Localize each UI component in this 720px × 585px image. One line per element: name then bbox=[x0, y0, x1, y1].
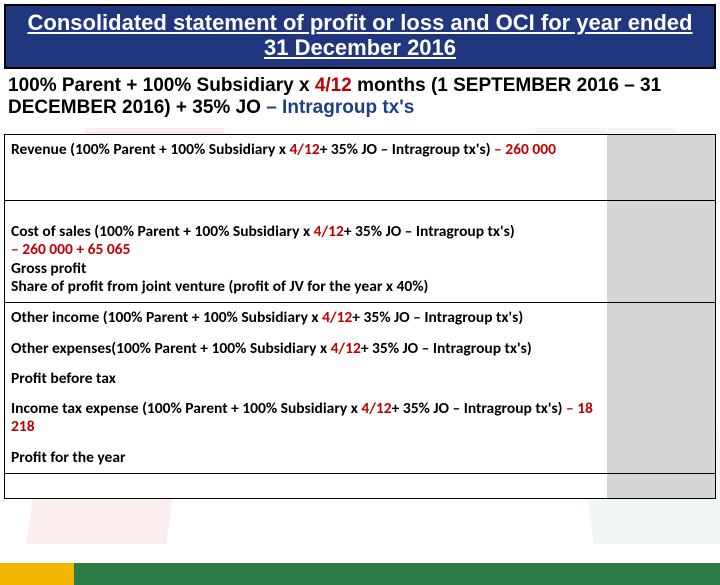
cos-value-col bbox=[607, 201, 715, 302]
revenue-val: 260 000 bbox=[505, 140, 556, 159]
empty-cell bbox=[5, 474, 607, 498]
statement-table: Revenue (100% Parent + 100% Subsidiary x… bbox=[4, 134, 716, 499]
other-income-value-col bbox=[607, 303, 715, 333]
oe-frac: 4/12 bbox=[331, 339, 361, 358]
tax-t1: Income tax expense (100% Parent + 100% S… bbox=[11, 399, 361, 418]
table-row: Other expenses(100% Parent + 100% Subsid… bbox=[5, 334, 715, 364]
table-row: Profit before tax bbox=[5, 364, 715, 394]
footer-green bbox=[74, 563, 720, 585]
oe-t1: Other expenses(100% Parent + 100% Subsid… bbox=[11, 339, 331, 358]
jv-share-line: Share of profit from joint venture (prof… bbox=[11, 278, 601, 296]
tax-value-col bbox=[607, 394, 715, 443]
tax-cell: Income tax expense (100% Parent + 100% S… bbox=[5, 394, 607, 443]
cos-block-cell: Cost of sales (100% Parent + 100% Subsid… bbox=[5, 201, 607, 302]
subheading-dash: – bbox=[266, 97, 277, 118]
oi-t2: + 35% JO – Intragroup tx's) bbox=[352, 308, 523, 327]
pbt-cell: Profit before tax bbox=[5, 364, 607, 394]
other-exp-cell: Other expenses(100% Parent + 100% Subsid… bbox=[5, 334, 607, 364]
footer-yellow bbox=[0, 563, 74, 585]
table-row bbox=[5, 474, 715, 498]
subheading-part-pre: 100% Parent + 100% Subsidiary x bbox=[8, 75, 315, 96]
table-row: Revenue (100% Parent + 100% Subsidiary x… bbox=[5, 135, 715, 201]
cos-t2: + 35% JO – Intragroup tx's) bbox=[344, 222, 515, 241]
revenue-t1: Revenue (100% Parent + 100% Subsidiary x bbox=[11, 140, 289, 159]
other-exp-value-col bbox=[607, 334, 715, 364]
cos-val: 260 000 + 65 065 bbox=[22, 240, 130, 259]
pbt-value-col bbox=[607, 364, 715, 394]
revenue-frac: 4/12 bbox=[289, 140, 319, 159]
cos-sep: – bbox=[11, 240, 22, 259]
table-row: Profit for the year bbox=[5, 443, 715, 474]
pfy-value-col bbox=[607, 443, 715, 473]
subheading-intra: Intragroup tx's bbox=[277, 97, 415, 118]
table-row: Other income (100% Parent + 100% Subsidi… bbox=[5, 303, 715, 333]
oe-t2: + 35% JO – Intragroup tx's) bbox=[361, 339, 532, 358]
table-row: Income tax expense (100% Parent + 100% S… bbox=[5, 394, 715, 443]
oi-frac: 4/12 bbox=[322, 308, 352, 327]
table-row: Cost of sales (100% Parent + 100% Subsid… bbox=[5, 201, 715, 303]
gross-profit-line: Gross profit bbox=[11, 260, 601, 278]
pfy-cell: Profit for the year bbox=[5, 443, 607, 473]
revenue-sep: – bbox=[494, 140, 505, 159]
cos-t1: Cost of sales (100% Parent + 100% Subsid… bbox=[11, 222, 314, 241]
revenue-value-col bbox=[607, 135, 715, 200]
tax-sep: – bbox=[566, 399, 577, 418]
subheading-frac: 4/12 bbox=[315, 75, 352, 96]
cos-line: Cost of sales (100% Parent + 100% Subsid… bbox=[11, 223, 601, 260]
page-title: Consolidated statement of profit or loss… bbox=[14, 10, 706, 61]
other-income-cell: Other income (100% Parent + 100% Subsidi… bbox=[5, 303, 607, 333]
revenue-cell: Revenue (100% Parent + 100% Subsidiary x… bbox=[5, 135, 607, 200]
oi-t1: Other income (100% Parent + 100% Subsidi… bbox=[11, 308, 322, 327]
tax-t2: + 35% JO – Intragroup tx's) bbox=[392, 399, 566, 418]
revenue-t2: + 35% JO – Intragroup tx's) bbox=[320, 140, 494, 159]
title-bar: Consolidated statement of profit or loss… bbox=[4, 4, 716, 69]
sub-heading: 100% Parent + 100% Subsidiary x 4/12 mon… bbox=[0, 69, 720, 129]
empty-value-col bbox=[607, 474, 715, 498]
cos-frac: 4/12 bbox=[314, 222, 344, 241]
tax-frac: 4/12 bbox=[361, 399, 391, 418]
footer-bar bbox=[0, 563, 720, 585]
